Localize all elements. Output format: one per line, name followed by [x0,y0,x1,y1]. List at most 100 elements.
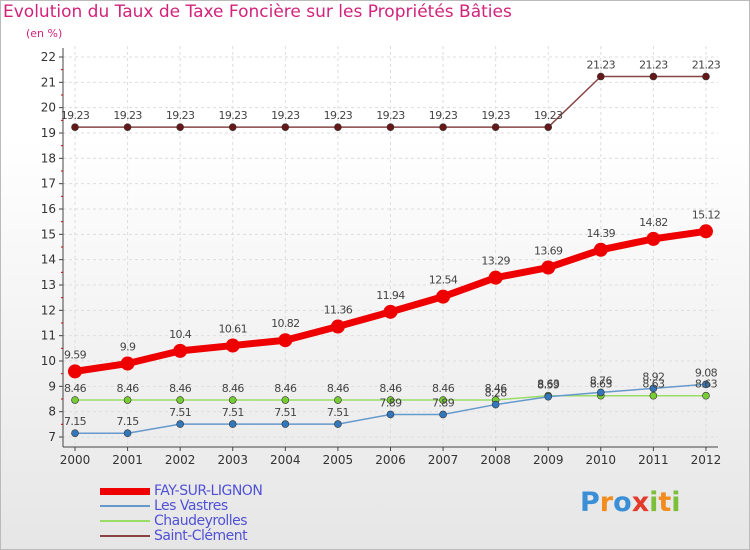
y-tick-label: 19 [41,126,56,140]
data-point [439,123,447,131]
data-point [702,380,710,389]
data-point [649,391,658,400]
data-point [439,396,447,404]
x-tick-label: 2006 [375,453,406,467]
data-label: 14.39 [587,227,616,240]
data-point [71,123,79,131]
chart-title: Evolution du Taux de Taxe Foncière sur l… [3,2,512,22]
data-label: 8.46 [169,382,192,395]
data-label: 8.63 [695,378,718,391]
data-label: 9.59 [64,348,87,361]
data-label: 10.61 [218,323,247,336]
data-point [68,364,82,379]
data-point [334,420,342,428]
data-label: 7.89 [432,396,455,409]
data-point [123,396,132,404]
data-point [173,343,188,358]
data-label: 8.46 [432,382,455,395]
y-tick-label: 14 [41,253,56,267]
data-label: 12.54 [429,274,458,287]
data-label: 9.9 [120,341,136,354]
data-point [71,429,79,438]
data-point [281,123,290,131]
data-label: 19.23 [376,109,405,122]
y-tick-label: 12 [41,303,56,317]
data-label: 19.23 [271,109,300,122]
data-label: 8.28 [485,387,508,400]
data-point [439,410,447,419]
data-label: 8.46 [485,382,508,395]
data-label: 7.15 [117,415,140,428]
data-label: 19.23 [324,109,353,122]
x-tick-label: 2005 [323,453,354,467]
data-label: 8.59 [537,379,560,392]
data-point [225,338,240,353]
y-tick-label: 22 [41,50,56,64]
data-label: 19.23 [61,109,90,122]
data-point [281,420,290,428]
data-point [228,123,237,131]
data-point [176,123,184,131]
data-label: 21.23 [639,59,668,72]
legend-swatch [100,535,150,537]
proxiti-logo: Proxiti [580,487,681,518]
x-tick-label: 2010 [586,453,617,467]
data-point [278,333,293,348]
data-label: 10.82 [271,317,300,330]
data-label: 11.94 [376,289,405,302]
data-point [281,396,290,404]
data-point [123,123,132,131]
data-label: 8.76 [590,374,613,387]
data-point [593,242,608,257]
data-label: 10.4 [169,328,192,341]
data-point [596,72,605,81]
data-label: 19.23 [113,109,142,122]
data-point [228,396,237,404]
x-tick-label: 2003 [217,453,248,467]
data-label: 13.29 [481,255,510,268]
data-label: 21.23 [587,59,616,72]
legend-swatch [100,520,150,522]
data-label: 11.36 [324,304,353,317]
data-label: 8.46 [379,382,402,395]
chart-subtitle: (en %) [26,27,63,40]
legend-swatch [100,505,150,507]
data-label: 15.12 [692,208,721,221]
data-label: 19.23 [166,109,195,122]
y-tick-label: 13 [41,278,56,292]
y-tick-label: 18 [41,151,56,165]
x-tick-label: 2004 [270,453,301,467]
y-tick-label: 15 [41,227,56,241]
x-tick-label: 2011 [638,453,669,467]
data-point [436,289,451,304]
data-point [334,123,342,131]
y-tick-label: 7 [48,430,56,444]
data-label: 9.08 [695,366,718,379]
x-tick-label: 2009 [533,453,564,467]
data-point [646,231,661,246]
data-point [488,270,503,285]
data-point [702,72,710,81]
y-tick-label: 8 [48,405,56,419]
y-tick-label: 11 [41,329,56,343]
data-label: 7.51 [274,406,296,419]
data-label: 8.46 [117,382,140,395]
x-tick-label: 2012 [691,453,722,467]
data-label: 8.46 [274,382,297,395]
data-label: 7.51 [327,406,349,419]
legend-swatch [100,487,150,495]
data-point [123,429,132,438]
data-point [334,396,342,404]
data-point [649,72,658,81]
data-point [491,123,500,131]
data-point [702,391,710,400]
data-point [491,400,500,409]
data-label: 8.63 [537,378,560,391]
y-tick-label: 20 [41,101,56,115]
data-label: 7.51 [222,406,244,419]
data-label: 8.46 [64,382,87,395]
data-label: 19.23 [429,109,458,122]
legend-label: Chaudeyrolles [154,513,248,529]
